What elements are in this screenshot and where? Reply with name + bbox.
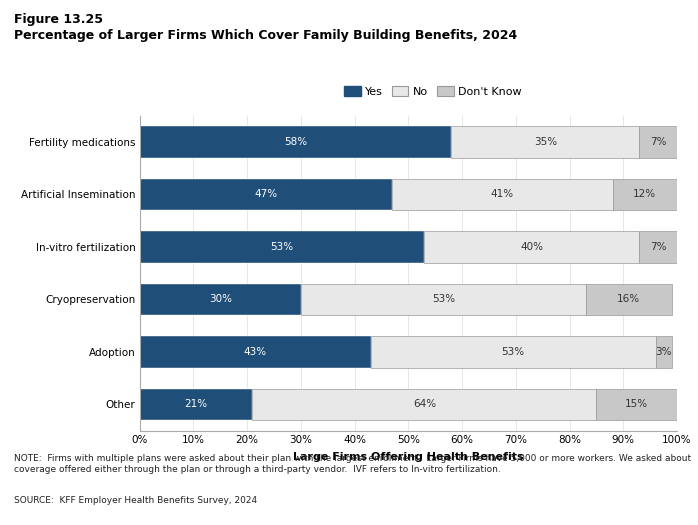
Text: 3%: 3% [655, 346, 672, 357]
Bar [140, 126, 452, 158]
Text: 15%: 15% [625, 399, 648, 410]
Text: 16%: 16% [617, 294, 640, 304]
Text: 41%: 41% [491, 189, 514, 200]
Text: 43%: 43% [244, 346, 267, 357]
Bar [655, 336, 671, 367]
Bar [424, 231, 639, 262]
Text: NOTE:  Firms with multiple plans were asked about their plan with the largest en: NOTE: Firms with multiple plans were ask… [14, 454, 691, 474]
Bar [140, 388, 253, 420]
Bar [140, 336, 371, 367]
Text: 53%: 53% [270, 242, 294, 252]
Bar [586, 284, 671, 315]
Text: 12%: 12% [633, 189, 656, 200]
Text: 64%: 64% [413, 399, 436, 410]
Text: 40%: 40% [521, 242, 544, 252]
Text: 7%: 7% [650, 136, 667, 147]
Bar [253, 388, 596, 420]
Bar [596, 388, 677, 420]
Bar [301, 284, 586, 315]
Text: Percentage of Larger Firms Which Cover Family Building Benefits, 2024: Percentage of Larger Firms Which Cover F… [14, 29, 517, 42]
Text: Figure 13.25: Figure 13.25 [14, 13, 103, 26]
Text: 47%: 47% [254, 189, 278, 200]
Text: 30%: 30% [209, 294, 232, 304]
Text: SOURCE:  KFF Employer Health Benefits Survey, 2024: SOURCE: KFF Employer Health Benefits Sur… [14, 496, 257, 505]
Bar [140, 284, 301, 315]
Text: 53%: 53% [502, 346, 525, 357]
Bar [140, 231, 424, 262]
Bar [140, 178, 392, 210]
Legend: Yes, No, Don't Know: Yes, No, Don't Know [339, 82, 526, 101]
Bar [452, 126, 639, 158]
Text: 53%: 53% [431, 294, 455, 304]
Bar [613, 178, 677, 210]
Text: 35%: 35% [534, 136, 557, 147]
Bar [392, 178, 613, 210]
Bar [639, 231, 677, 262]
Text: 7%: 7% [650, 242, 667, 252]
Text: 58%: 58% [284, 136, 307, 147]
Text: 21%: 21% [184, 399, 207, 410]
Bar [639, 126, 677, 158]
Bar [371, 336, 655, 367]
X-axis label: Large Firms Offering Health Benefits: Large Firms Offering Health Benefits [293, 452, 524, 461]
